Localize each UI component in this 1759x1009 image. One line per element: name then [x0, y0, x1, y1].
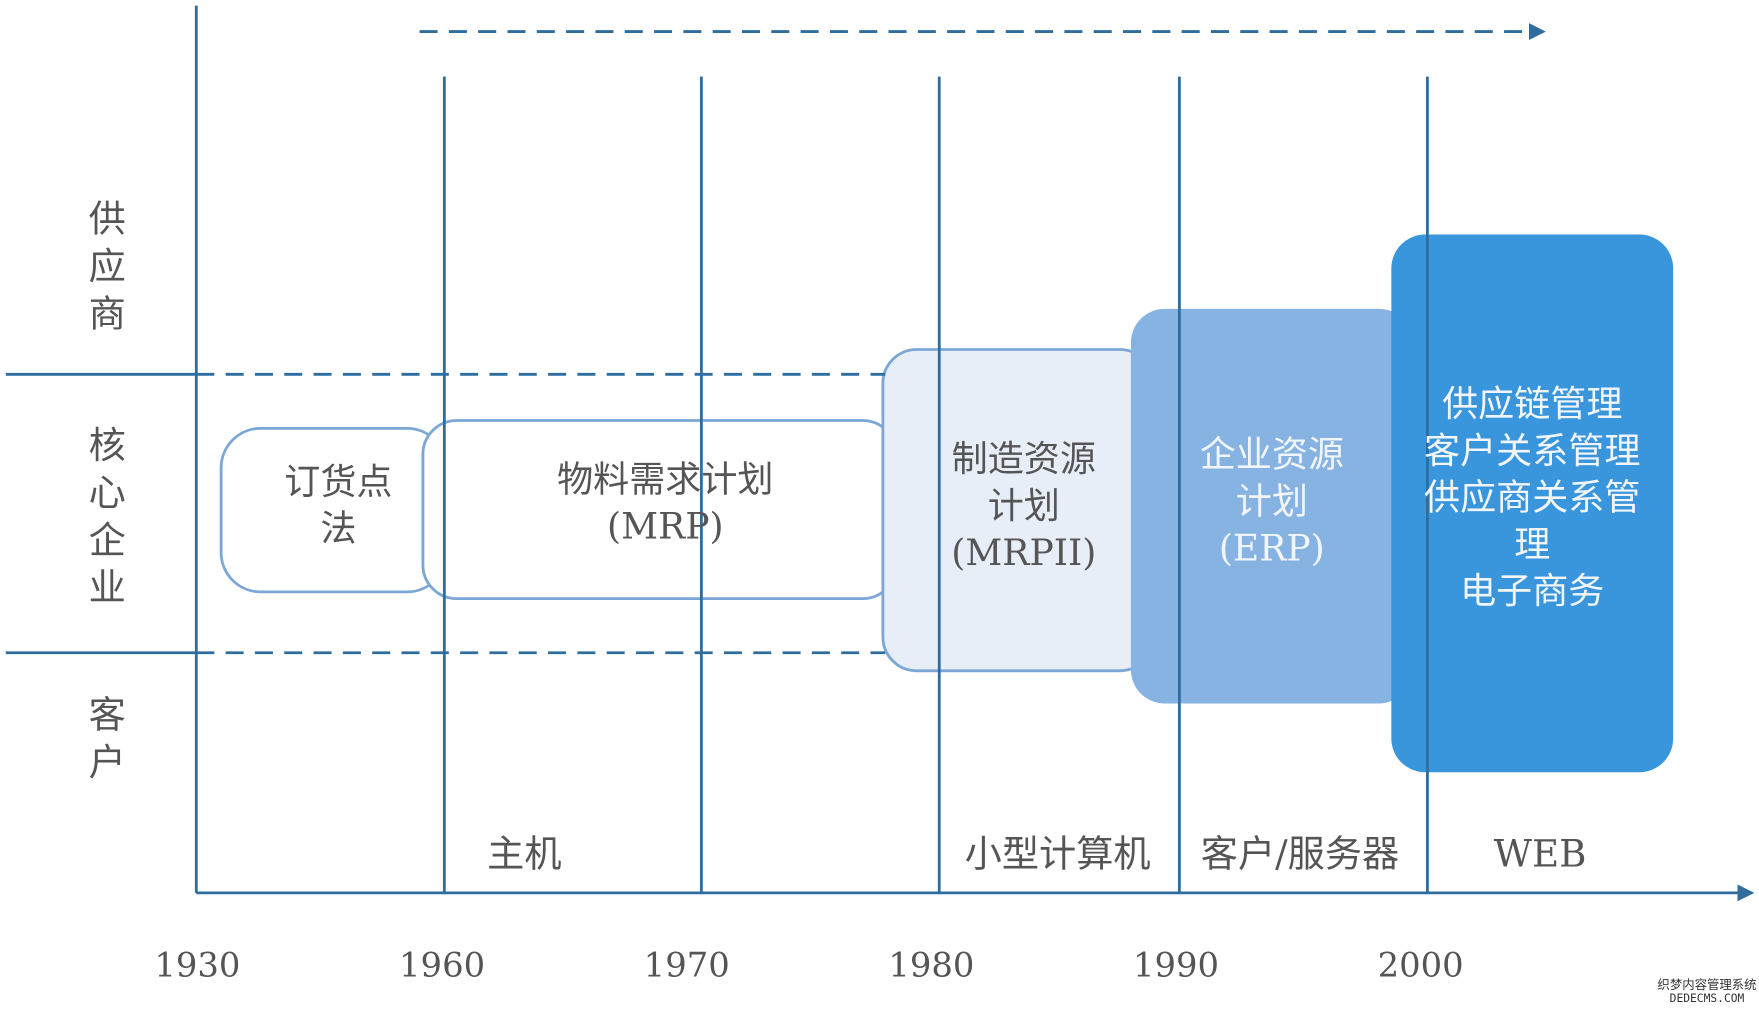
box-text: 计划 [988, 485, 1060, 527]
box [1391, 234, 1674, 773]
watermark: DEDECMS.COM [1670, 992, 1745, 1005]
box-text: 企业资源 [1200, 434, 1344, 476]
box-text: 供应链管理 [1442, 383, 1622, 425]
box-text: 订货点 [284, 461, 392, 503]
year-label: 1980 [888, 945, 974, 984]
box-text: 计划 [1236, 480, 1308, 522]
row-label: 核 [89, 423, 126, 467]
box [1130, 308, 1413, 704]
box-text: 制造资源 [952, 438, 1096, 480]
year-label: 1960 [399, 945, 485, 984]
year-label: 2000 [1378, 945, 1464, 984]
row-label: 户 [89, 740, 126, 784]
year-label: 1990 [1133, 945, 1219, 984]
row-label: 供 [89, 197, 126, 241]
box-text: (MRPII) [951, 532, 1096, 574]
box-text: 供应商关系管 [1424, 477, 1640, 519]
year-label: 1930 [154, 945, 240, 984]
row-label: 商 [89, 291, 126, 335]
year-label: 1970 [644, 945, 730, 984]
era-label: WEB [1494, 831, 1587, 875]
watermark: 织梦内容管理系统 [1657, 977, 1756, 992]
box-text: 电子商务 [1460, 570, 1604, 612]
era-label: 主机 [487, 831, 561, 875]
box-text: 理 [1514, 523, 1550, 565]
row-label: 企 [89, 518, 126, 562]
row-label: 客 [89, 693, 126, 737]
box-text: 法 [320, 508, 356, 550]
row-label: 心 [89, 471, 126, 515]
box-text: (MRP) [607, 505, 723, 547]
era-label: 小型计算机 [965, 831, 1151, 875]
era-label: 客户/服务器 [1201, 831, 1399, 875]
box-text: 物料需求计划 [557, 459, 773, 501]
box-text: (ERP) [1219, 527, 1325, 569]
row-label: 应 [89, 244, 126, 288]
row-label: 业 [89, 565, 126, 609]
box-text: 客户关系管理 [1424, 430, 1640, 472]
